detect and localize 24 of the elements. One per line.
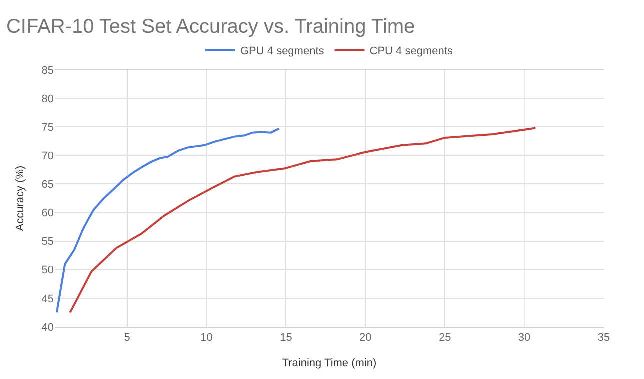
y-tick-label: 80	[42, 93, 54, 106]
chart-title: CIFAR-10 Test Set Accuracy vs. Training Time	[6, 16, 416, 38]
line-series	[69, 127, 537, 314]
y-tick-label: 65	[42, 179, 54, 192]
x-axis-title: Training Time (min)	[282, 357, 377, 370]
x-tick-label: 25	[438, 332, 452, 344]
legend-label: CPU 4 segments	[370, 46, 454, 58]
x-tick-label: 10	[200, 332, 213, 344]
y-tick-label: 85	[42, 64, 54, 77]
x-tick-label: 15	[280, 332, 292, 344]
y-tick-label: 55	[42, 236, 54, 248]
y-tick-label: 50	[42, 264, 54, 277]
y-axis-title: Accuracy (%)	[14, 166, 26, 232]
x-tick-label: 35	[598, 332, 610, 344]
y-tick-label: 45	[42, 293, 54, 306]
y-tick-label: 70	[42, 150, 54, 163]
x-tick-label: 5	[124, 332, 130, 344]
y-tick-label: 40	[42, 322, 54, 334]
line-series	[56, 128, 280, 314]
legend-label: GPU 4 segments	[240, 46, 325, 58]
y-tick-label: 75	[42, 122, 54, 134]
x-tick-label: 30	[518, 332, 531, 344]
y-tick-label: 60	[42, 208, 54, 220]
x-tick-label: 20	[360, 332, 372, 344]
